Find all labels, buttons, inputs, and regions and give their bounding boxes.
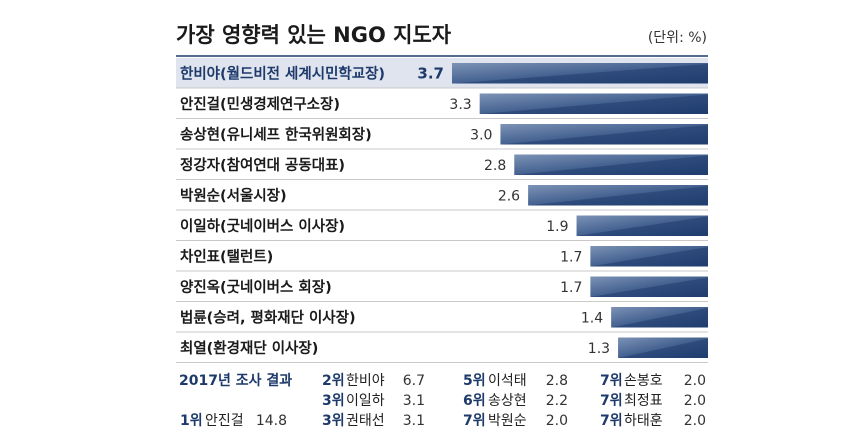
- result-rank: 1위: [180, 413, 203, 429]
- result-name: 박원순: [488, 413, 527, 429]
- data-label: 2.8: [484, 158, 506, 174]
- result-entry: 7위 하태훈 2.0: [600, 413, 706, 429]
- data-label: 1.7: [560, 249, 582, 265]
- category-label: 최열(환경재단 이사장): [180, 339, 318, 357]
- chart-rows: 한비야(월드비전 세계시민학교장) 3.7 안진걸(민생경제연구소장) 3.3 송상현(…: [176, 58, 708, 363]
- result-entry: 1위 안진걸 14.8: [180, 413, 287, 429]
- bar-row: 양진옥(굿네이버스 회장) 1.7: [176, 276, 708, 302]
- bar-row: 한비야(월드비전 세계시민학교장) 3.7: [176, 58, 708, 89]
- result-score: 2.8: [546, 373, 568, 389]
- category-label: 안진걸(민생경제연구소장): [180, 95, 340, 113]
- bar-shade: [590, 277, 708, 297]
- result-name: 손봉호: [624, 373, 663, 389]
- result-rank: 3위: [322, 393, 345, 409]
- bar-row: 차인표(탤런트) 1.7: [176, 246, 708, 272]
- data-label: 1.7: [560, 280, 582, 296]
- bar-row: 법륜(승려, 평화재단 이사장) 1.4: [176, 307, 708, 333]
- result-entry: 2위 한비야 6.7: [322, 373, 425, 389]
- bar-row: 박원순(서울시장) 2.6: [176, 185, 708, 211]
- result-score: 14.8: [256, 413, 287, 429]
- result-score: 3.1: [403, 393, 425, 409]
- result-rank: 7위: [600, 393, 623, 409]
- bar-shade: [500, 125, 708, 145]
- category-label: 이일하(굿네이버스 이사장): [180, 217, 345, 235]
- bar-shade: [590, 247, 708, 267]
- category-label: 차인표(탤런트): [180, 247, 273, 265]
- bar-row: 안진걸(민생경제연구소장) 3.3: [176, 93, 708, 119]
- data-label: 3.3: [449, 97, 471, 113]
- category-label: 송상현(유니세프 한국위원회장): [180, 125, 372, 143]
- result-score: 2.2: [546, 393, 568, 409]
- bar-shade: [528, 186, 708, 206]
- result-score: 2.0: [684, 393, 706, 409]
- result-entry: 7위 손봉호 2.0: [600, 373, 706, 389]
- result-rank: 5위: [463, 373, 486, 389]
- result-entry: 6위 송상현 2.2: [463, 393, 568, 409]
- data-label: 1.4: [581, 310, 603, 326]
- data-label: 1.9: [546, 219, 568, 235]
- result-entry: 7위 박원순 2.0: [463, 413, 568, 429]
- category-label: 박원순(서울시장): [180, 186, 287, 204]
- result-score: 3.1: [403, 413, 425, 429]
- bar-shade: [452, 64, 708, 84]
- result-score: 6.7: [403, 373, 425, 389]
- data-label: 3.7: [417, 64, 444, 82]
- result-name: 최정표: [624, 393, 663, 409]
- result-score: 2.0: [684, 413, 706, 429]
- bar-shade: [514, 155, 708, 175]
- result-name: 이일하: [346, 393, 385, 409]
- category-label: 법륜(승려, 평화재단 이사장): [180, 308, 356, 326]
- bar-row: 송상현(유니세프 한국위원회장) 3.0: [176, 124, 708, 150]
- bar-row: 정강자(참여연대 공동대표) 2.8: [176, 154, 708, 180]
- result-entry: 3위 이일하 3.1: [322, 393, 425, 409]
- category-label: 한비야(월드비전 세계시민학교장): [180, 64, 385, 82]
- result-name: 이석태: [488, 373, 527, 389]
- result-rank: 6위: [463, 393, 486, 409]
- data-label: 3.0: [470, 127, 492, 143]
- result-rank: 7위: [463, 413, 486, 429]
- result-rank: 2위: [322, 373, 345, 389]
- data-label: 2.6: [498, 188, 520, 204]
- result-name: 권태선: [346, 413, 385, 429]
- result-rank: 3위: [322, 413, 345, 429]
- result-rank: 7위: [600, 413, 623, 429]
- result-entry: 7위 최정표 2.0: [600, 393, 706, 409]
- result-entry: 3위 권태선 3.1: [322, 413, 425, 429]
- result-name: 하태훈: [624, 413, 663, 429]
- bar-shade: [576, 216, 708, 236]
- result-name: 송상현: [488, 393, 527, 409]
- bar-row: 최열(환경재단 이사장) 1.3: [176, 337, 708, 363]
- result-entry: 5위 이석태 2.8: [463, 373, 568, 389]
- unit-label: (단위: %): [648, 30, 707, 46]
- results-header: 2017년 조사 결과: [179, 372, 292, 389]
- result-name: 안진걸: [205, 413, 244, 429]
- result-rank: 7위: [600, 373, 623, 389]
- data-label: 1.3: [588, 341, 610, 357]
- bar-shade: [479, 94, 708, 114]
- bar-row: 이일하(굿네이버스 이사장) 1.9: [176, 215, 708, 241]
- bar-shade: [611, 308, 708, 328]
- category-label: 양진옥(굿네이버스 회장): [180, 278, 332, 296]
- bar-shade: [618, 338, 708, 358]
- result-name: 한비야: [346, 373, 385, 389]
- result-score: 2.0: [546, 413, 568, 429]
- category-label: 정강자(참여연대 공동대표): [180, 156, 345, 174]
- result-score: 2.0: [684, 373, 706, 389]
- chart-title: 가장 영향력 있는 NGO 지도자: [176, 23, 452, 47]
